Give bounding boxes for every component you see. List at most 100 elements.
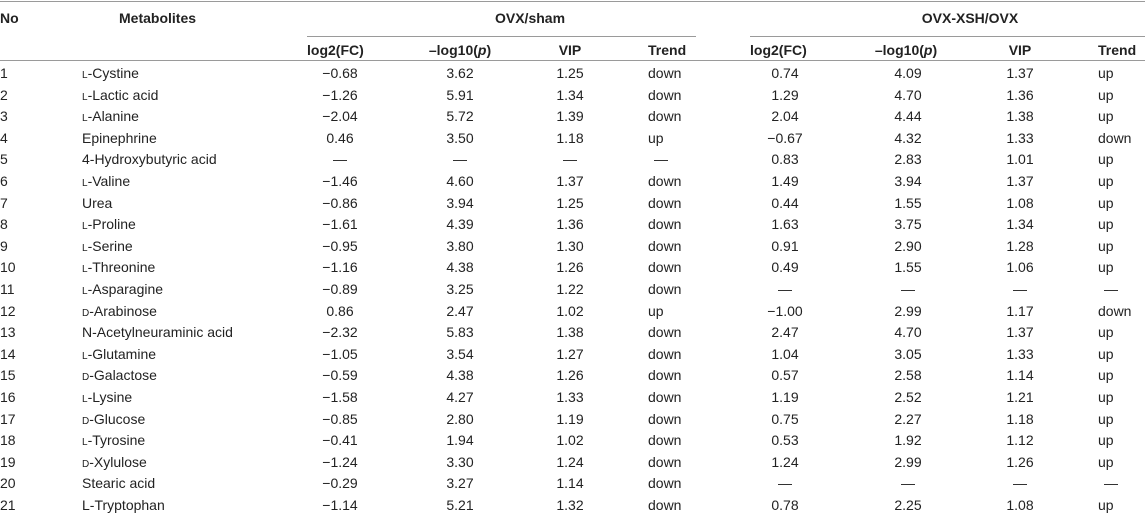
row-no: 19 <box>0 453 16 470</box>
row-no: 10 <box>0 259 16 276</box>
row-g2-vip: 1.08 <box>1006 194 1034 211</box>
row-g1-neglog10p: 5.83 <box>446 324 474 341</box>
row-g2-trend: down <box>1098 129 1132 146</box>
row-g2-neglog10p: 3.05 <box>894 345 922 362</box>
row-g2-vip: 1.12 <box>1006 432 1034 449</box>
row-g1-log2fc: −0.29 <box>322 475 358 492</box>
row-g2-log2fc: 0.75 <box>771 410 799 427</box>
row-g2-neglog10p: 2.27 <box>894 410 922 427</box>
row-no: 15 <box>0 367 16 384</box>
row-g1-log2fc: −2.32 <box>322 324 358 341</box>
stereo-prefix: l <box>82 86 88 103</box>
row-g1-trend: down <box>648 86 682 103</box>
row-g1-trend: down <box>648 367 682 384</box>
row-g1-vip: 1.19 <box>556 410 584 427</box>
row-g2-trend: up <box>1098 410 1114 427</box>
row-g1-vip: 1.36 <box>556 216 584 233</box>
row-g1-neglog10p: 3.27 <box>446 475 474 492</box>
row-g1-trend: down <box>648 324 682 341</box>
row-g1-neglog10p: 3.30 <box>446 453 474 470</box>
row-g2-neglog10p: 2.99 <box>894 453 922 470</box>
row-g2-trend: up <box>1098 345 1114 362</box>
stereo-prefix: l <box>82 237 88 254</box>
row-no: 11 <box>0 281 15 297</box>
row-g1-neglog10p: 5.91 <box>446 86 474 103</box>
row-g1-neglog10p: 3.62 <box>446 65 474 81</box>
stereo-prefix: l <box>82 216 88 233</box>
row-g1-trend: down <box>648 65 682 81</box>
row-g1-neglog10p: — <box>453 151 467 168</box>
row-g1-trend: down <box>648 173 682 189</box>
row-g1-trend: down <box>648 410 682 427</box>
stereo-prefix: d <box>82 367 90 384</box>
row-g1-vip: 1.14 <box>556 475 584 492</box>
row-g2-trend: up <box>1098 194 1114 211</box>
row-no: 16 <box>0 389 16 405</box>
row-g2-trend: up <box>1098 389 1114 405</box>
row-g1-log2fc: −1.58 <box>322 389 358 405</box>
row-g1-neglog10p: 3.54 <box>446 345 474 362</box>
row-g1-vip: 1.34 <box>556 86 584 103</box>
row-g2-log2fc: 0.49 <box>771 259 799 276</box>
row-g2-neglog10p: 3.94 <box>894 173 922 189</box>
row-g1-neglog10p: 1.94 <box>446 432 474 449</box>
header-group-ovx-sham: OVX/sham <box>494 10 566 26</box>
row-g1-log2fc: −0.86 <box>322 194 358 211</box>
row-metabolite: l-Threonine <box>82 259 156 276</box>
row-no: 8 <box>0 216 8 233</box>
group2-underline <box>750 36 1145 37</box>
row-g1-vip: 1.26 <box>556 259 584 276</box>
row-g1-log2fc: −1.14 <box>322 497 358 513</box>
row-metabolite: N-Acetylneuraminic acid <box>82 324 233 341</box>
row-metabolite: l-Tyrosine <box>82 432 146 449</box>
row-no: 13 <box>0 324 16 341</box>
row-metabolite: d-Galactose <box>82 367 157 384</box>
row-g2-neglog10p: 2.52 <box>894 389 922 405</box>
row-metabolite: l-Glutamine <box>82 345 157 362</box>
row-g1-vip: 1.25 <box>556 194 584 211</box>
row-g1-trend: down <box>648 432 682 449</box>
row-g1-log2fc: — <box>333 151 347 168</box>
row-no: 4 <box>0 129 8 146</box>
row-metabolite: d-Arabinose <box>82 302 157 319</box>
row-g2-trend: up <box>1098 432 1114 449</box>
header-trend-g2: Trend <box>1098 42 1137 58</box>
row-g2-vip: 1.37 <box>1006 65 1034 81</box>
row-g2-log2fc: −1.00 <box>767 302 803 319</box>
row-g2-trend: up <box>1098 237 1114 254</box>
row-metabolite: d-Xylulose <box>82 453 147 470</box>
row-no: 1 <box>0 65 8 81</box>
row-g1-log2fc: −0.95 <box>322 237 358 254</box>
row-g1-trend: up <box>648 302 664 319</box>
row-g2-trend: down <box>1098 302 1132 319</box>
row-g2-vip: 1.37 <box>1006 324 1034 341</box>
row-g1-vip: 1.25 <box>556 65 584 81</box>
header-no: No <box>0 10 19 26</box>
row-metabolite: 4-Hydroxybutyric acid <box>82 151 217 168</box>
row-metabolite: d-Glucose <box>82 410 146 427</box>
row-g1-vip: 1.22 <box>556 281 584 297</box>
row-g1-neglog10p: 3.80 <box>446 237 474 254</box>
row-g2-log2fc: 2.04 <box>771 108 799 125</box>
stereo-prefix: d <box>82 302 90 319</box>
row-g2-vip: 1.06 <box>1006 259 1034 276</box>
row-g1-vip: 1.02 <box>556 432 584 449</box>
row-no: 9 <box>0 237 8 254</box>
row-g1-vip: 1.33 <box>556 389 584 405</box>
row-metabolite: Epinephrine <box>82 129 157 146</box>
row-g2-trend: — <box>1104 475 1118 492</box>
row-g2-log2fc: 1.49 <box>771 173 799 189</box>
row-g2-neglog10p: 4.70 <box>894 86 922 103</box>
row-metabolite: L-Tryptophan <box>82 497 165 513</box>
row-g1-neglog10p: 3.94 <box>446 194 474 211</box>
row-g2-vip: 1.21 <box>1006 389 1034 405</box>
stereo-prefix: d <box>82 410 90 427</box>
row-g1-log2fc: −1.24 <box>322 453 358 470</box>
row-g1-log2fc: −1.46 <box>322 173 358 189</box>
row-g2-trend: — <box>1104 281 1118 297</box>
row-g1-trend: down <box>648 216 682 233</box>
row-g2-vip: 1.33 <box>1006 129 1034 146</box>
row-g2-log2fc: 0.83 <box>771 151 799 168</box>
row-g1-vip: 1.32 <box>556 497 584 513</box>
stereo-prefix: l <box>82 259 88 276</box>
